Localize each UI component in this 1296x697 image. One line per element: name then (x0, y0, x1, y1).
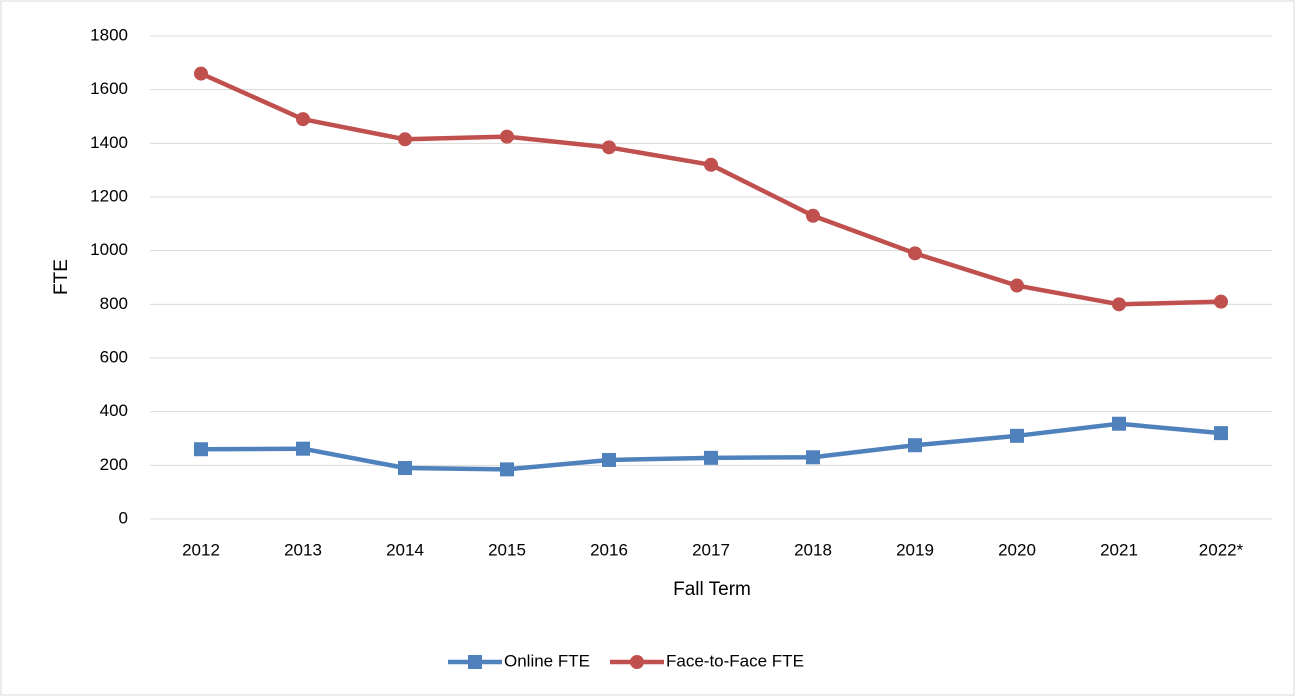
x-tick-label: 2013 (284, 540, 322, 559)
marker (602, 140, 616, 155)
legend-label: Face-to-Face FTE (666, 651, 804, 670)
y-tick-label: 1200 (90, 186, 128, 205)
marker (1214, 426, 1228, 441)
marker (806, 450, 820, 465)
marker (602, 452, 616, 467)
x-tick-label: 2020 (998, 540, 1036, 559)
marker (1214, 294, 1228, 309)
marker (398, 132, 412, 147)
x-tick-label: 2019 (896, 540, 934, 559)
x-tick-label: 2018 (794, 540, 832, 559)
x-tick-label: 2012 (182, 540, 220, 559)
legend-label: Online FTE (504, 651, 590, 670)
marker (296, 441, 310, 456)
x-tick-label: 2022* (1199, 540, 1244, 559)
y-tick-label: 400 (100, 401, 128, 420)
marker (704, 450, 718, 465)
y-tick-label: 0 (119, 508, 128, 527)
marker (194, 66, 208, 81)
marker (806, 208, 820, 223)
y-tick-label: 600 (100, 347, 128, 366)
y-tick-label: 1600 (90, 79, 128, 98)
y-tick-label: 1800 (90, 25, 128, 44)
marker (296, 112, 310, 127)
x-tick-label: 2014 (386, 540, 424, 559)
y-tick-label: 800 (100, 294, 128, 313)
y-tick-label: 1400 (90, 133, 128, 152)
marker (908, 246, 922, 261)
marker (1010, 278, 1024, 293)
y-tick-label: 1000 (90, 240, 128, 259)
x-tick-label: 2015 (488, 540, 526, 559)
legend-marker (468, 655, 482, 669)
x-tick-label: 2021 (1100, 540, 1138, 559)
y-tick-label: 200 (100, 455, 128, 474)
marker (398, 461, 412, 476)
marker (194, 442, 208, 457)
legend-item: Online FTE (448, 651, 590, 670)
y-axis-label: FTE (51, 259, 72, 295)
marker (1112, 297, 1126, 312)
marker (908, 438, 922, 453)
x-tick-label: 2017 (692, 540, 730, 559)
x-tick-label: 2016 (590, 540, 628, 559)
legend-item: Face-to-Face FTE (609, 651, 804, 670)
marker (500, 129, 514, 144)
x-axis-label: Fall Term (673, 579, 751, 600)
marker (704, 157, 718, 172)
marker (500, 462, 514, 477)
marker (1010, 428, 1024, 443)
marker (1112, 416, 1126, 431)
legend-marker (629, 655, 644, 669)
